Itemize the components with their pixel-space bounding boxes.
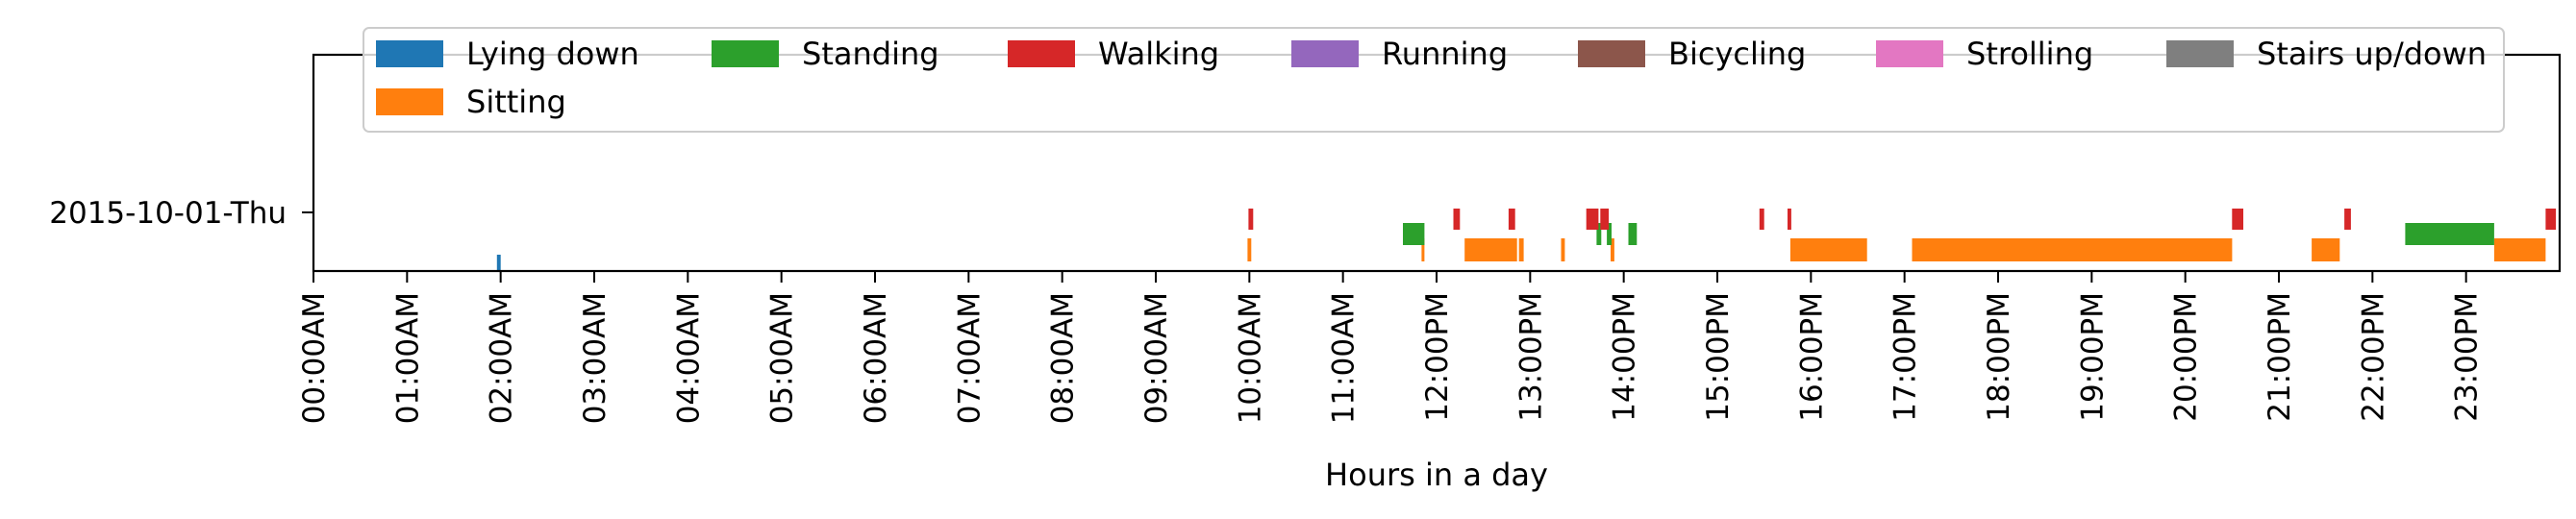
x-tick-label: 13:00PM: [1513, 292, 1548, 422]
x-tick-label: 22:00PM: [2356, 292, 2390, 422]
x-tick-label: 04:00AM: [671, 292, 706, 424]
legend-swatch: [1291, 40, 1359, 67]
activity-bar-sitting: [1247, 238, 1252, 261]
activity-bar-standing: [2405, 223, 2494, 245]
legend-swatch: [1578, 40, 1645, 67]
x-tick-label: 21:00PM: [2263, 292, 2297, 422]
legend-label: Stairs up/down: [2257, 36, 2487, 72]
x-tick-label: 07:00AM: [952, 292, 987, 424]
activity-bars: [496, 209, 2557, 272]
x-tick-label: 00:00AM: [297, 292, 332, 424]
activity-bar-sitting: [1421, 238, 1425, 261]
x-tick-label: 15:00PM: [1701, 292, 1736, 422]
activity-bar-walking: [1248, 209, 1254, 230]
activity-bar-lying-down: [496, 255, 501, 272]
x-axis-title: Hours in a day: [1325, 457, 1548, 493]
y-axis: 2015-10-01-Thu: [49, 196, 313, 231]
activity-bar-sitting: [1518, 238, 1524, 261]
legend-label: Standing: [802, 36, 939, 72]
activity-bar-walking: [1788, 209, 1791, 230]
activity-bar-standing: [1596, 223, 1602, 245]
legend-swatch: [2166, 40, 2234, 67]
activity-bar-standing: [1628, 223, 1638, 245]
legend-label: Bicycling: [1668, 36, 1806, 72]
legend-label: Walking: [1098, 36, 1219, 72]
activity-bar-walking: [2545, 209, 2557, 230]
activity-bar-sitting: [1912, 238, 2233, 261]
x-tick-label: 14:00PM: [1608, 292, 1642, 422]
legend-swatch: [1876, 40, 1943, 67]
x-tick-label: 19:00PM: [2075, 292, 2110, 422]
activity-bar-walking: [1586, 209, 1599, 230]
x-tick-label: 17:00PM: [1888, 292, 1923, 422]
activity-bar-standing: [1607, 223, 1612, 245]
x-tick-label: 10:00AM: [1233, 292, 1267, 424]
activity-bar-sitting: [2493, 238, 2546, 261]
x-axis: 00:00AM 01:00AM 02:00AM 03:00AM 04:00AM 05:00…: [297, 271, 2485, 424]
x-tick-label: 08:00AM: [1046, 292, 1081, 424]
legend: Lying down Standing Walking Running Bicyclin…: [363, 27, 2505, 133]
x-tick-label: 03:00AM: [578, 292, 613, 424]
legend-label: Sitting: [466, 84, 566, 120]
activity-bar-walking: [1508, 209, 1515, 230]
activity-bar-sitting: [2312, 238, 2340, 261]
x-tick-label: 02:00AM: [485, 292, 519, 424]
x-tick-label: 09:00AM: [1139, 292, 1174, 424]
activity-bar-standing: [1403, 223, 1425, 245]
x-tick-label: 23:00PM: [2450, 292, 2485, 422]
x-tick-label: 16:00PM: [1794, 292, 1829, 422]
x-tick-label: 12:00PM: [1420, 292, 1455, 422]
x-tick-label: 06:00AM: [859, 292, 893, 424]
activity-bar-walking: [1453, 209, 1461, 230]
legend-label: Strolling: [1966, 36, 2093, 72]
legend-swatch: [376, 88, 443, 115]
x-tick-label: 18:00PM: [1982, 292, 2016, 422]
x-tick-label: 20:00PM: [2169, 292, 2204, 422]
x-tick-label: 05:00AM: [765, 292, 800, 424]
legend-swatch: [712, 40, 779, 67]
activity-bar-walking: [2344, 209, 2351, 230]
activity-bar-sitting: [1464, 238, 1517, 261]
legend-swatch: [376, 40, 443, 67]
activity-bar-walking: [1759, 209, 1764, 230]
legend-swatch: [1008, 40, 1075, 67]
legend-label: Lying down: [466, 36, 639, 72]
activity-bar-walking: [2232, 209, 2243, 230]
activity-bar-walking: [1600, 209, 1610, 230]
y-tick-label: 2015-10-01-Thu: [49, 196, 287, 231]
activity-bar-sitting: [1561, 238, 1565, 261]
legend-label: Running: [1382, 36, 1508, 72]
activity-bar-sitting: [1789, 238, 1867, 261]
activity-bar-sitting: [1611, 238, 1614, 261]
legend-frame: [363, 27, 2505, 133]
x-tick-label: 01:00AM: [390, 292, 425, 424]
x-tick-label: 11:00AM: [1327, 292, 1362, 424]
